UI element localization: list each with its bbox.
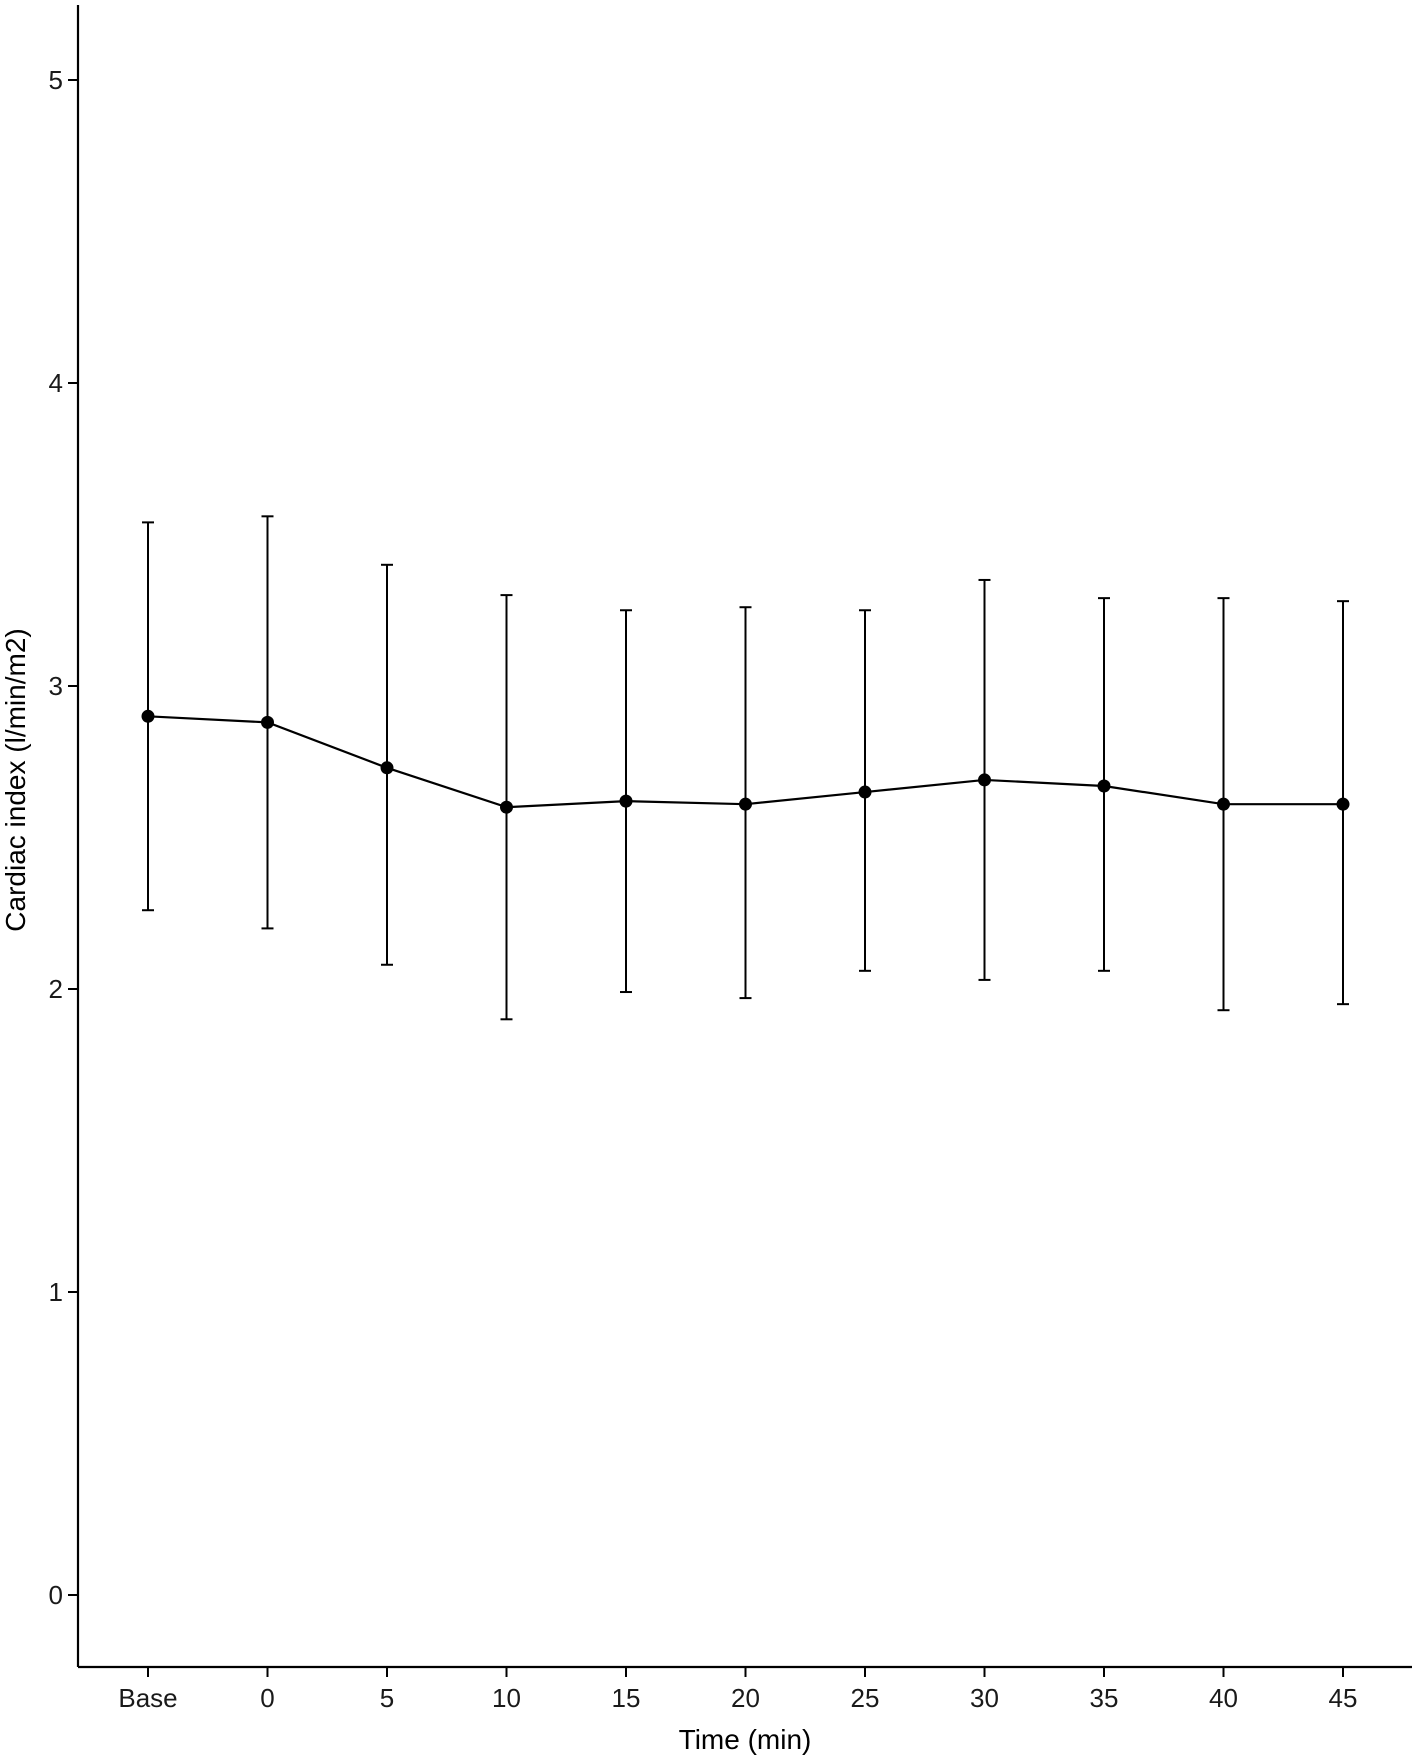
x-tick-label: 20	[731, 1683, 760, 1713]
data-point	[978, 773, 991, 787]
y-tick-label: 4	[49, 368, 63, 398]
data-point	[858, 785, 872, 799]
y-axis-title: Cardiac index (l/min/m2)	[0, 628, 31, 931]
x-tick-label: 25	[851, 1683, 880, 1713]
x-tick-label: 35	[1090, 1683, 1119, 1713]
x-tick-label: 40	[1209, 1683, 1238, 1713]
error-bars	[142, 515, 1349, 1021]
data-point	[1097, 779, 1111, 793]
data-point	[1217, 797, 1230, 811]
y-ticks: 0 1 2 3 4 5	[49, 65, 78, 1610]
data-point	[500, 800, 513, 814]
x-tick-label: 30	[970, 1683, 999, 1713]
data-points	[141, 709, 1350, 814]
data-point	[261, 715, 274, 729]
data-point	[380, 761, 394, 775]
y-tick-label: 0	[49, 1580, 63, 1610]
x-tick-label: 0	[260, 1683, 274, 1713]
x-tick-label: 45	[1329, 1683, 1358, 1713]
x-tick-label: 15	[612, 1683, 641, 1713]
y-tick-label: 1	[49, 1277, 63, 1307]
y-tick-label: 5	[49, 65, 63, 95]
x-tick-label: Base	[118, 1683, 177, 1713]
x-tick-label: 10	[492, 1683, 521, 1713]
x-axis-title: Time (min)	[679, 1724, 812, 1755]
data-point	[1336, 797, 1350, 811]
x-ticks: Base 0 5 10 15 20 25 30 35 40 45	[118, 1667, 1357, 1713]
y-tick-label: 3	[49, 671, 63, 701]
data-point	[619, 794, 633, 808]
x-tick-label: 5	[380, 1683, 394, 1713]
data-point	[141, 709, 155, 723]
y-tick-label: 2	[49, 974, 63, 1004]
data-point	[739, 797, 752, 811]
